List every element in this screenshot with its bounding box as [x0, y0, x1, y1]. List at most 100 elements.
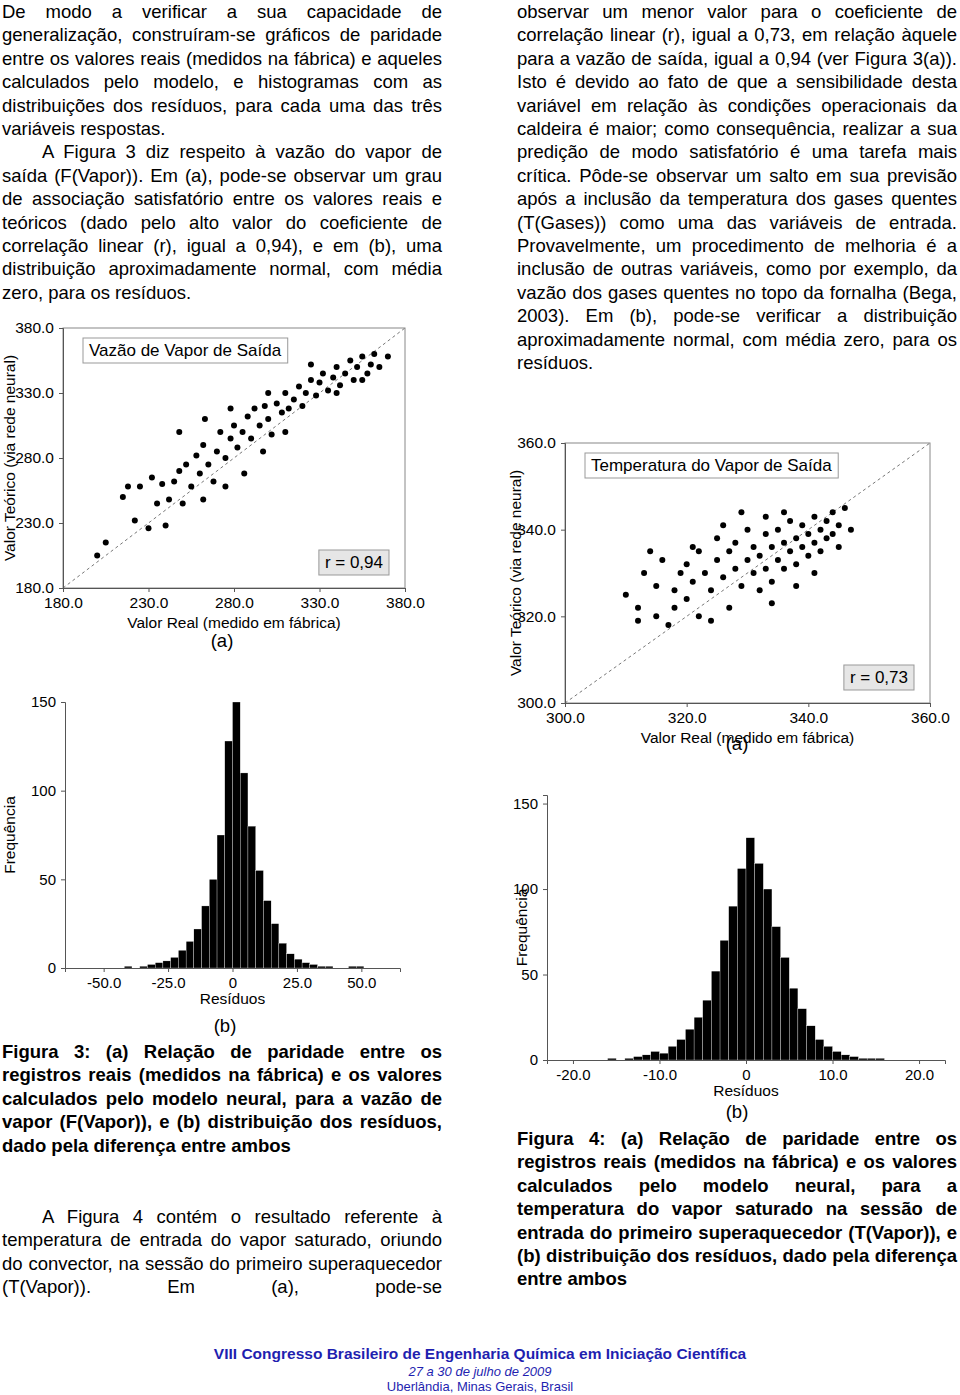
histogram-bar	[124, 966, 132, 968]
histogram-bar	[876, 1058, 885, 1060]
x-axis-title: Valor Real (medido em fábrica)	[127, 614, 340, 631]
data-point	[678, 570, 684, 576]
histogram-bar	[202, 906, 210, 968]
tick: 300.0	[517, 694, 565, 711]
y-axis: 050100150	[513, 795, 548, 1068]
data-point	[176, 468, 182, 474]
histogram-bar	[668, 1046, 677, 1060]
histogram-bar	[781, 957, 790, 1060]
histogram-bar	[634, 1057, 643, 1060]
data-point	[176, 429, 182, 435]
tick-mark	[573, 1060, 574, 1064]
tick: 50	[521, 966, 547, 983]
tick-label: 330.0	[301, 594, 340, 611]
data-point	[708, 587, 714, 593]
histogram-bar	[155, 963, 163, 968]
y-axis-title: Frequência	[513, 888, 530, 966]
data-point	[732, 566, 738, 572]
data-point	[205, 462, 211, 468]
histogram-bar	[850, 1057, 859, 1060]
data-point	[282, 390, 288, 396]
data-point	[781, 540, 787, 546]
tick-label: 280.0	[215, 594, 254, 611]
data-point	[653, 583, 659, 589]
chart-title: Temperatura do Vapor de Saída	[585, 453, 838, 478]
data-point	[359, 354, 365, 360]
chart-title-text: Vazão de Vapor de Saída	[89, 341, 282, 360]
annotation: r = 0,94	[319, 550, 389, 575]
data-point	[262, 403, 268, 409]
histogram-bar	[616, 1060, 625, 1061]
data-point	[708, 618, 714, 624]
figure-caption: Figura 3: (a) Relação de paridade entre …	[2, 1040, 442, 1157]
y-axis: 050100150	[31, 693, 66, 976]
data-point	[245, 413, 251, 419]
histogram-bar	[798, 1009, 807, 1060]
tick-mark	[59, 523, 63, 524]
plot-frame	[565, 443, 930, 703]
annotation: r = 0,73	[844, 665, 914, 690]
histogram-bar	[240, 773, 248, 968]
data-point	[848, 527, 854, 533]
figure-caption: Figura 4: (a) Relação de paridade entre …	[517, 1127, 957, 1291]
data-point	[260, 449, 266, 455]
data-point	[781, 509, 787, 515]
data-point	[793, 561, 799, 567]
data-point	[193, 452, 199, 458]
tick: 340.0	[789, 703, 828, 726]
data-point	[805, 553, 811, 559]
tick: 380.0	[15, 319, 63, 336]
histogram-bar	[225, 741, 233, 968]
histogram-bar	[763, 889, 772, 1060]
tick-label: 50	[39, 871, 56, 888]
paragraph: De modo a verificar a sua capacidade de …	[2, 0, 442, 140]
text-block: Figura 4: (a) Relação de paridade entre …	[517, 1127, 957, 1291]
data-point	[745, 557, 751, 563]
data-point	[641, 570, 647, 576]
data-point	[757, 587, 763, 593]
data-point	[684, 561, 690, 567]
text-block: A Figura 4 contém o resultado referente …	[2, 1205, 442, 1299]
data-point	[793, 535, 799, 541]
histogram-bar	[302, 963, 310, 968]
tick-label: 50.0	[347, 974, 376, 991]
tick-label: 50	[521, 966, 538, 983]
tick: 25.0	[283, 968, 312, 991]
tick-mark	[320, 588, 321, 592]
annotation-text: r = 0,73	[850, 668, 908, 687]
data-point	[824, 518, 830, 524]
axis-line	[561, 444, 566, 704]
tick-mark	[233, 968, 234, 972]
data-point	[763, 531, 769, 537]
tick-label: 330.0	[15, 384, 54, 401]
data-point	[303, 390, 309, 396]
text-block: observar um menor valor para o coeficien…	[517, 0, 957, 375]
data-point	[282, 429, 288, 435]
histogram-bar	[171, 957, 179, 968]
data-point	[696, 613, 702, 619]
tick-mark	[919, 1060, 920, 1064]
data-point	[745, 527, 751, 533]
histogram-bar	[233, 702, 241, 968]
histogram-bar	[318, 966, 326, 968]
data-point	[125, 484, 131, 490]
data-point	[334, 364, 340, 370]
tick-mark	[561, 443, 565, 444]
tick: 150	[513, 795, 547, 812]
data-point	[690, 544, 696, 550]
histogram-bar	[356, 966, 364, 968]
data-point	[222, 484, 228, 490]
data-point	[252, 406, 258, 412]
paragraph: A Figura 3 diz respeito à vazão do vapor…	[2, 140, 442, 304]
tick-label: 0	[48, 959, 56, 976]
data-point	[103, 540, 109, 546]
data-point	[738, 509, 744, 515]
x-axis-title: Valor Real (medido em fábrica)	[641, 729, 854, 746]
histogram-bar	[824, 1046, 833, 1060]
text-block: De modo a verificar a sua capacidade de …	[2, 0, 442, 304]
tick-mark	[561, 530, 565, 531]
data-point	[359, 377, 365, 383]
data-point	[799, 544, 805, 550]
tick: 0	[530, 1051, 547, 1068]
data-point	[824, 535, 830, 541]
